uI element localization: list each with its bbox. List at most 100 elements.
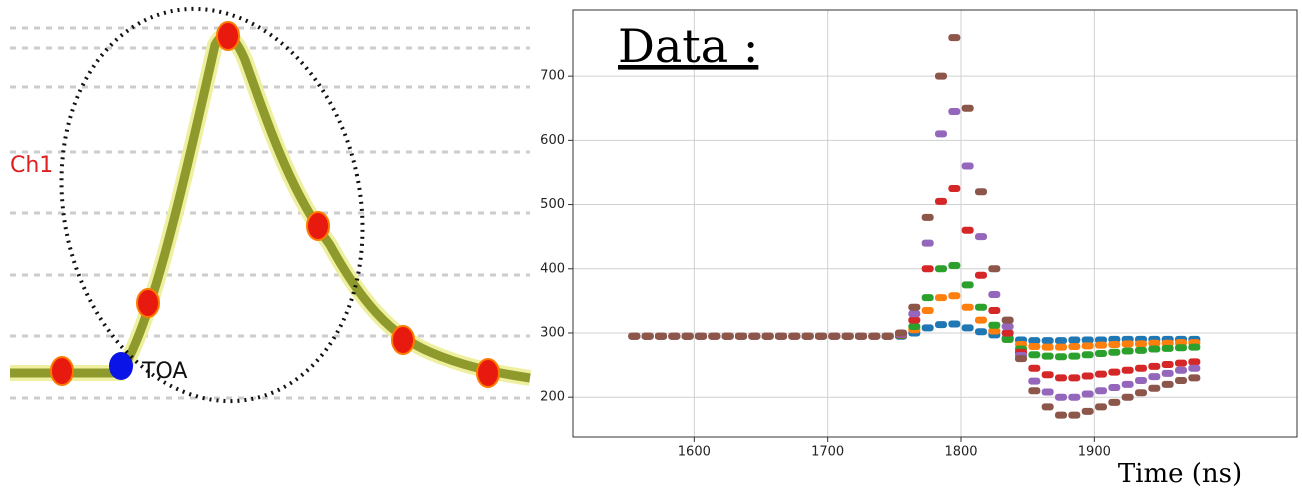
plot-frame xyxy=(573,10,1297,437)
point xyxy=(1095,350,1107,357)
point xyxy=(1135,389,1147,396)
point xyxy=(1082,408,1094,415)
point xyxy=(828,333,840,340)
x-tick-label: 1600 xyxy=(678,445,711,460)
point xyxy=(922,214,934,221)
point xyxy=(1042,371,1054,378)
point xyxy=(695,333,707,340)
point xyxy=(735,333,747,340)
point xyxy=(975,272,987,279)
point xyxy=(975,304,987,311)
point xyxy=(948,185,960,192)
point xyxy=(1055,344,1067,351)
point xyxy=(1095,342,1107,349)
sample-points xyxy=(51,22,499,387)
point xyxy=(1108,369,1120,376)
point xyxy=(1122,347,1134,354)
point xyxy=(788,333,800,340)
series xyxy=(628,34,1200,419)
point xyxy=(975,317,987,324)
point xyxy=(908,323,920,330)
point xyxy=(1135,347,1147,354)
point xyxy=(1055,353,1067,360)
y-tick-label: 300 xyxy=(540,325,565,340)
point xyxy=(1042,403,1054,410)
point xyxy=(1122,340,1134,347)
point xyxy=(1028,365,1040,372)
y-tick-label: 200 xyxy=(540,390,565,405)
point xyxy=(908,304,920,311)
point xyxy=(1068,412,1080,419)
point xyxy=(1082,351,1094,358)
point xyxy=(1122,381,1134,388)
point xyxy=(988,307,1000,314)
point xyxy=(1148,363,1160,370)
point xyxy=(922,294,934,301)
scope-grid xyxy=(10,28,530,398)
waveform-diagram: Ch1 TOA xyxy=(10,0,530,429)
point xyxy=(722,333,734,340)
point xyxy=(815,333,827,340)
point xyxy=(1162,361,1174,368)
point xyxy=(935,294,947,301)
figure: Ch1 TOA Data : Time (ns) 160017001800190… xyxy=(0,0,1302,493)
point xyxy=(935,265,947,272)
point xyxy=(1122,367,1134,374)
point xyxy=(775,333,787,340)
point xyxy=(1108,399,1120,406)
point xyxy=(948,320,960,327)
point xyxy=(935,198,947,205)
point xyxy=(682,333,694,340)
point xyxy=(1055,374,1067,381)
x-axis-label: Time (ns) xyxy=(1118,459,1242,489)
point xyxy=(1082,342,1094,349)
series xyxy=(628,108,1200,401)
point xyxy=(842,333,854,340)
point xyxy=(948,292,960,299)
point xyxy=(922,307,934,314)
point xyxy=(1068,353,1080,360)
point xyxy=(1162,370,1174,377)
point xyxy=(1082,373,1094,380)
x-tick-label: 1900 xyxy=(1078,445,1111,460)
point xyxy=(975,188,987,195)
point xyxy=(908,317,920,324)
point xyxy=(908,310,920,317)
x-tick-label: 1800 xyxy=(944,445,977,460)
point xyxy=(922,324,934,331)
point xyxy=(1028,351,1040,358)
point xyxy=(1068,337,1080,344)
point xyxy=(1068,394,1080,401)
point xyxy=(922,240,934,247)
point xyxy=(802,333,814,340)
point xyxy=(1135,340,1147,347)
point xyxy=(948,34,960,41)
point xyxy=(1042,353,1054,360)
point xyxy=(1042,389,1054,396)
x-tick-label: 1700 xyxy=(811,445,844,460)
point xyxy=(628,333,640,340)
point xyxy=(1108,341,1120,348)
point xyxy=(962,304,974,311)
point xyxy=(1162,381,1174,388)
point xyxy=(1028,378,1040,385)
point xyxy=(1108,384,1120,391)
point xyxy=(1188,358,1200,365)
point xyxy=(1148,346,1160,353)
point xyxy=(1095,371,1107,378)
point xyxy=(1162,345,1174,352)
point xyxy=(962,105,974,112)
point xyxy=(882,333,894,340)
point xyxy=(1028,343,1040,350)
y-tick-label: 400 xyxy=(540,261,565,276)
point xyxy=(962,281,974,288)
channel-label: Ch1 xyxy=(10,153,53,178)
point xyxy=(1135,365,1147,372)
point xyxy=(1055,412,1067,419)
y-tick-label: 700 xyxy=(540,69,565,84)
point xyxy=(642,333,654,340)
point xyxy=(1015,355,1027,362)
point xyxy=(1055,394,1067,401)
point xyxy=(1002,317,1014,324)
point xyxy=(1175,344,1187,351)
